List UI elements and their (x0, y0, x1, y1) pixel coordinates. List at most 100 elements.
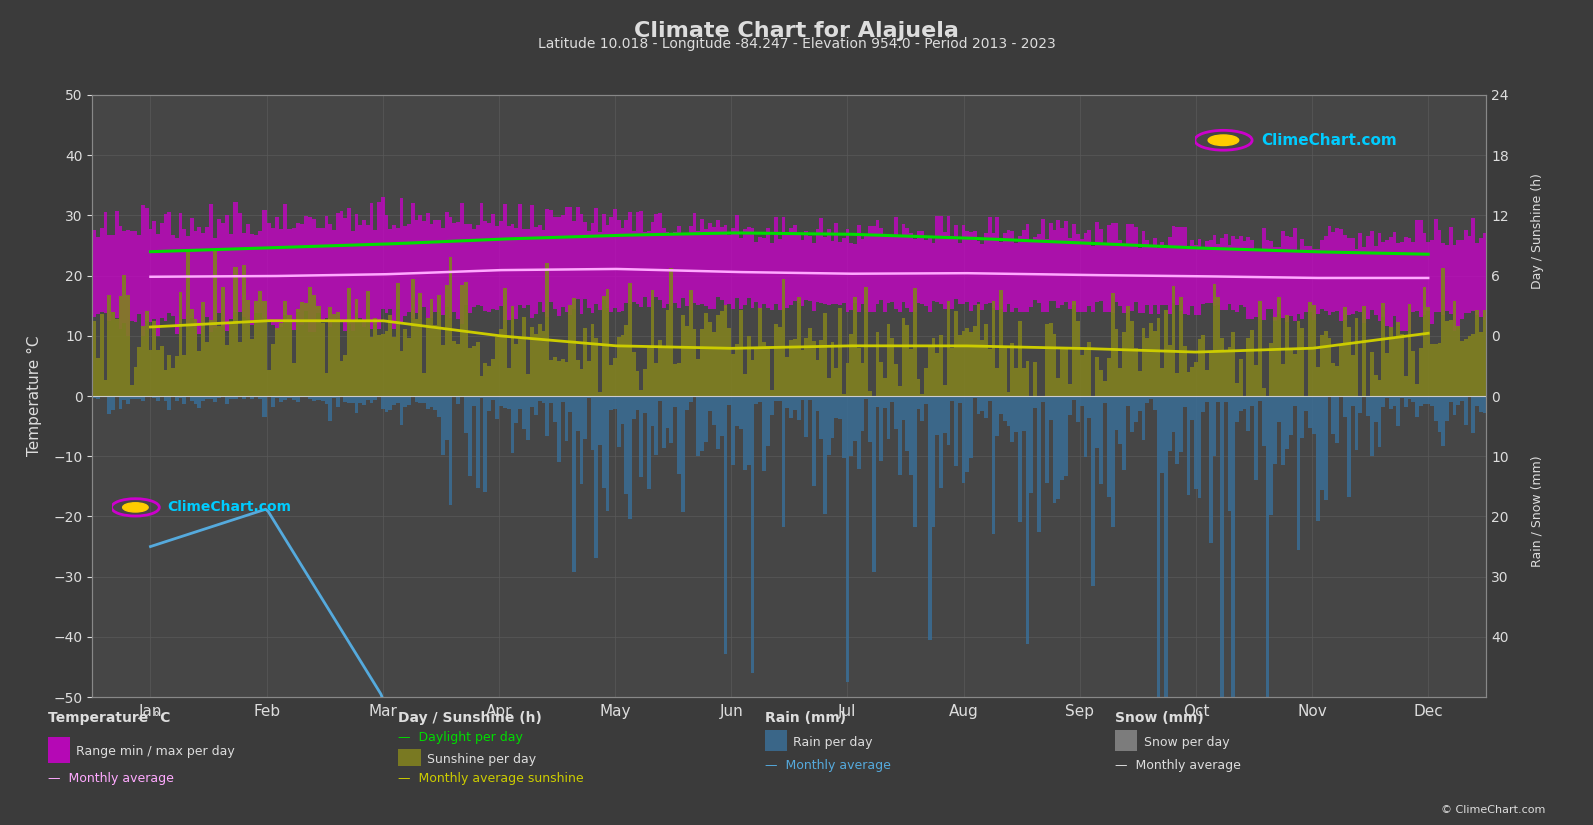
Bar (523, 396, 526, 429)
Bar (1157, 318, 1160, 396)
Bar (696, 396, 701, 456)
Bar (599, 396, 602, 446)
Bar (1080, 396, 1083, 406)
Bar (419, 293, 422, 396)
Bar (954, 311, 957, 396)
Bar (594, 337, 599, 396)
Bar (1308, 396, 1313, 428)
Bar (835, 368, 838, 396)
Bar (1351, 355, 1354, 396)
Bar (425, 318, 430, 396)
Bar (1115, 224, 1118, 303)
Bar (1475, 243, 1478, 314)
Bar (777, 396, 782, 401)
Bar (750, 361, 755, 396)
Bar (712, 396, 715, 425)
Bar (190, 309, 194, 396)
Bar (852, 244, 857, 304)
Bar (1403, 376, 1408, 396)
Bar (742, 374, 747, 396)
Bar (276, 217, 279, 330)
Bar (1254, 251, 1258, 318)
Bar (499, 221, 503, 306)
Bar (658, 396, 663, 402)
Bar (1168, 396, 1171, 450)
Bar (472, 396, 476, 406)
Bar (414, 396, 419, 402)
Bar (558, 361, 561, 396)
Bar (905, 228, 910, 309)
Bar (358, 225, 362, 318)
Bar (887, 323, 890, 396)
Bar (1453, 301, 1456, 396)
Bar (1456, 240, 1461, 327)
Bar (320, 228, 325, 322)
Bar (796, 235, 801, 303)
Bar (317, 229, 320, 314)
Bar (430, 396, 433, 407)
Bar (701, 219, 704, 304)
Bar (142, 396, 145, 400)
Bar (1015, 243, 1018, 309)
Bar (1034, 237, 1037, 299)
Bar (1217, 244, 1220, 305)
Bar (1456, 326, 1461, 396)
Bar (1281, 231, 1286, 318)
Bar (838, 396, 841, 418)
Bar (392, 224, 397, 329)
Bar (1061, 350, 1064, 396)
Bar (507, 368, 511, 396)
Bar (766, 396, 769, 446)
Y-axis label: Temperature °C: Temperature °C (27, 336, 43, 456)
Bar (134, 396, 137, 399)
Bar (534, 227, 538, 314)
Bar (1297, 321, 1300, 396)
Bar (965, 231, 969, 303)
Bar (572, 221, 575, 309)
Bar (1362, 396, 1367, 397)
Bar (384, 215, 389, 314)
Bar (602, 396, 605, 488)
Bar (553, 217, 558, 309)
Bar (1297, 396, 1300, 550)
Bar (1231, 396, 1235, 794)
Bar (583, 328, 586, 396)
Bar (190, 396, 194, 401)
Bar (1195, 245, 1198, 314)
Bar (225, 396, 229, 403)
Bar (408, 396, 411, 405)
Bar (647, 231, 650, 307)
Bar (328, 307, 333, 396)
Bar (704, 396, 707, 442)
Bar (586, 396, 591, 398)
Bar (1010, 396, 1015, 442)
Bar (312, 219, 317, 332)
Bar (456, 345, 460, 396)
Bar (1126, 224, 1129, 313)
Bar (1102, 396, 1107, 403)
Bar (1201, 396, 1206, 412)
Bar (296, 309, 299, 396)
Bar (940, 335, 943, 396)
Bar (1179, 227, 1182, 311)
Bar (1187, 248, 1190, 314)
Bar (1126, 306, 1129, 396)
Bar (107, 396, 112, 414)
Bar (1397, 323, 1400, 396)
Bar (924, 367, 929, 396)
Bar (499, 328, 503, 396)
Bar (503, 288, 507, 396)
Bar (680, 314, 685, 396)
Bar (1332, 396, 1335, 434)
Bar (951, 236, 954, 309)
Bar (296, 223, 299, 313)
Bar (1171, 396, 1176, 432)
Bar (213, 396, 217, 402)
Text: Range min / max per day: Range min / max per day (76, 745, 236, 758)
Bar (1231, 332, 1235, 396)
Bar (865, 396, 868, 399)
Bar (655, 396, 658, 455)
Bar (932, 396, 935, 526)
Bar (1243, 396, 1246, 408)
Bar (572, 396, 575, 573)
